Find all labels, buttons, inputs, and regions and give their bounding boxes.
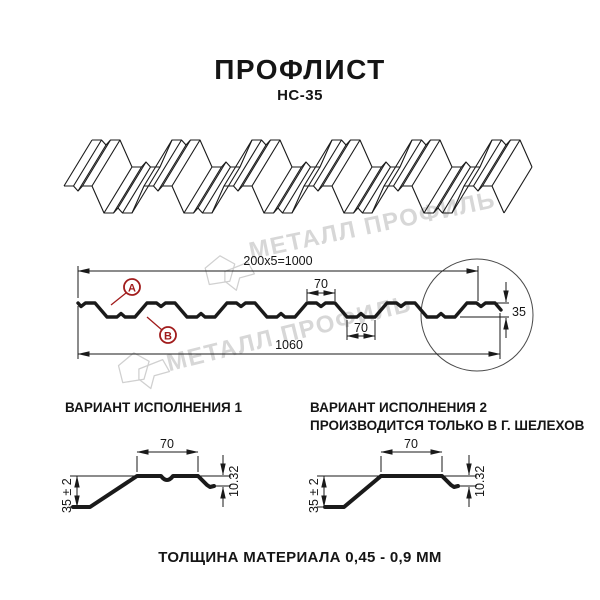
dim-total-width-label: 1060 bbox=[275, 338, 303, 352]
variant-1-heading: ВАРИАНТ ИСПОЛНЕНИЯ 1 bbox=[65, 400, 242, 415]
dim-height: 35 bbox=[460, 282, 526, 338]
cross-section-view: 200x5=1000 1060 70 70 35 bbox=[76, 254, 534, 372]
dim-bottom-flange-label: 70 bbox=[354, 321, 368, 335]
variant-2-dim-flange-label: 70 bbox=[404, 437, 418, 451]
variant-2-dim-flange: 70 bbox=[380, 437, 443, 472]
variant-1-dim-height: 35 ± 2 bbox=[60, 475, 137, 513]
variant-2-dim-height-label: 35 ± 2 bbox=[307, 478, 321, 513]
dim-bottom-flange: 70 bbox=[346, 320, 376, 340]
page-title: ПРОФЛИСТ bbox=[214, 54, 385, 85]
variant-1: ВАРИАНТ ИСПОЛНЕНИЯ 1 70 10.32 35 ± 2 bbox=[60, 400, 242, 513]
watermark-text-2: МЕТАЛЛ ПРОФИЛЬ bbox=[164, 290, 415, 377]
variant-1-dim-flange-label: 70 bbox=[160, 437, 174, 451]
variant-2-heading-line2: ПРОИЗВОДИТСЯ ТОЛЬКО В Г. ШЕЛЕХОВ bbox=[310, 418, 585, 433]
variant-1-dim-edge-label: 10.32 bbox=[227, 466, 241, 497]
cross-section-profile bbox=[76, 301, 503, 319]
dim-top-flange-label: 70 bbox=[314, 277, 328, 291]
variant-2-dim-edge-label: 10.32 bbox=[473, 466, 487, 497]
detail-circle bbox=[420, 258, 534, 372]
face-label-a-letter: А bbox=[128, 283, 136, 295]
variant-1-profile bbox=[71, 474, 216, 509]
variant-1-dim-height-label: 35 ± 2 bbox=[60, 478, 74, 513]
thickness-note: ТОЛЩИНА МАТЕРИАЛА 0,45 - 0,9 ММ bbox=[158, 549, 441, 566]
variant-1-dim-edge: 10.32 bbox=[200, 455, 241, 507]
variant-1-dim-flange: 70 bbox=[136, 437, 199, 472]
dim-height-label: 35 bbox=[512, 305, 526, 319]
page-subtitle: НС-35 bbox=[277, 87, 323, 104]
watermark-logo-2 bbox=[117, 352, 171, 390]
variant-2-heading: ВАРИАНТ ИСПОЛНЕНИЯ 2 bbox=[310, 400, 487, 415]
variant-2-dim-height: 35 ± 2 bbox=[307, 475, 381, 513]
sheet-3d-view bbox=[63, 139, 533, 214]
face-label-a: А bbox=[110, 278, 141, 306]
face-label-b: В bbox=[146, 316, 177, 344]
dim-cover-width: 200x5=1000 bbox=[77, 254, 479, 301]
variant-2-profile bbox=[323, 474, 460, 509]
face-label-b-letter: В bbox=[164, 331, 172, 343]
variant-2: ВАРИАНТ ИСПОЛНЕНИЯ 2 ПРОИЗВОДИТСЯ ТОЛЬКО… bbox=[307, 400, 585, 513]
dim-total-width: 1060 bbox=[77, 306, 501, 359]
dim-cover-width-label: 200x5=1000 bbox=[243, 254, 312, 268]
variant-2-dim-edge: 10.32 bbox=[444, 455, 487, 507]
dim-top-flange: 70 bbox=[306, 277, 336, 301]
